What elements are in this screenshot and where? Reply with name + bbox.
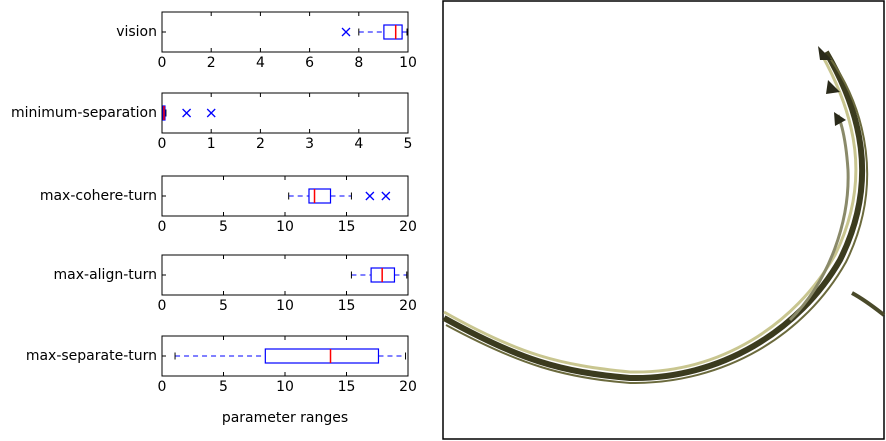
- x-tick-label: 0: [158, 136, 167, 152]
- x-tick-label: 2: [256, 136, 265, 152]
- x-tick-label: 2: [207, 55, 216, 71]
- trail: [788, 114, 850, 322]
- box: [264, 348, 380, 364]
- boid: [818, 46, 846, 126]
- x-tick-label: 20: [399, 219, 417, 235]
- x-tick-label: 3: [305, 136, 314, 152]
- x-tick-label: 0: [158, 219, 167, 235]
- x-tick-label: 15: [338, 379, 356, 395]
- outlier: [381, 191, 391, 201]
- trail: [443, 54, 858, 374]
- x-tick-label: 15: [338, 219, 356, 235]
- x-tick-label: 4: [256, 55, 265, 71]
- trail: [442, 50, 866, 382]
- x-tick-label: 5: [219, 298, 228, 314]
- x-tick-label: 0: [158, 379, 167, 395]
- x-tick-label: 10: [276, 379, 294, 395]
- x-tick-label: 10: [399, 55, 417, 71]
- x-tick-label: 15: [338, 298, 356, 314]
- y-category-label: vision: [116, 24, 157, 40]
- y-category-label: max-align-turn: [54, 267, 157, 283]
- box: [383, 24, 403, 40]
- outlier: [365, 191, 375, 201]
- x-tick-label: 5: [219, 219, 228, 235]
- simulation-view: [442, 0, 886, 440]
- view-frame: [442, 0, 885, 440]
- x-tick-label: 20: [399, 298, 417, 314]
- outlier: [341, 27, 351, 37]
- x-tick-label: 8: [354, 55, 363, 71]
- box: [308, 188, 332, 204]
- x-tick-label: 0: [158, 55, 167, 71]
- x-tick-label: 10: [276, 298, 294, 314]
- x-tick-label: 10: [276, 219, 294, 235]
- x-tick-label: 5: [404, 136, 413, 152]
- x-axis-label: parameter ranges: [222, 410, 348, 426]
- axes-frame: [161, 92, 409, 134]
- y-category-label: max-cohere-turn: [40, 188, 157, 204]
- axes-frame: [161, 335, 409, 377]
- x-tick-label: 6: [305, 55, 314, 71]
- outlier: [206, 108, 216, 118]
- y-category-label: minimum-separation: [11, 105, 157, 121]
- outlier: [182, 108, 192, 118]
- trail: [445, 57, 869, 385]
- x-tick-label: 20: [399, 379, 417, 395]
- x-tick-label: 1: [207, 136, 216, 152]
- y-category-label: max-separate-turn: [26, 348, 157, 364]
- x-tick-label: 5: [219, 379, 228, 395]
- x-tick-label: 4: [354, 136, 363, 152]
- trail: [851, 291, 886, 317]
- x-tick-label: 0: [158, 298, 167, 314]
- axes-frame: [161, 175, 409, 217]
